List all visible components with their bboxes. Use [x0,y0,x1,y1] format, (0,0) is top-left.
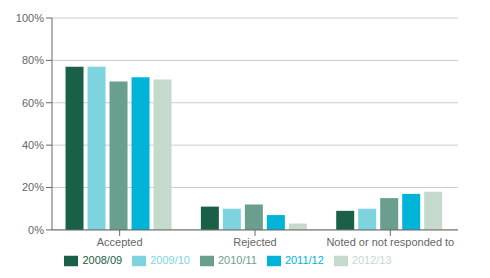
svg-text:60%: 60% [22,97,44,109]
svg-text:20%: 20% [22,181,44,193]
svg-text:Rejected: Rejected [233,236,276,248]
svg-text:80%: 80% [22,54,44,66]
svg-text:Accepted: Accepted [97,236,143,248]
svg-text:40%: 40% [22,139,44,151]
html-text:2009/10: 2009/10 [150,253,190,266]
html-text:2011/12: 2011/12 [284,253,324,266]
html-text:2010/11: 2010/11 [217,253,257,266]
html-text:2012/13: 2012/13 [351,253,392,266]
html-text:2008/09: 2008/09 [82,253,123,266]
svg-text:Noted or not responded to: Noted or not responded to [326,236,454,248]
svg-text:0%: 0% [28,224,44,236]
svg-text:100%: 100% [16,12,44,24]
